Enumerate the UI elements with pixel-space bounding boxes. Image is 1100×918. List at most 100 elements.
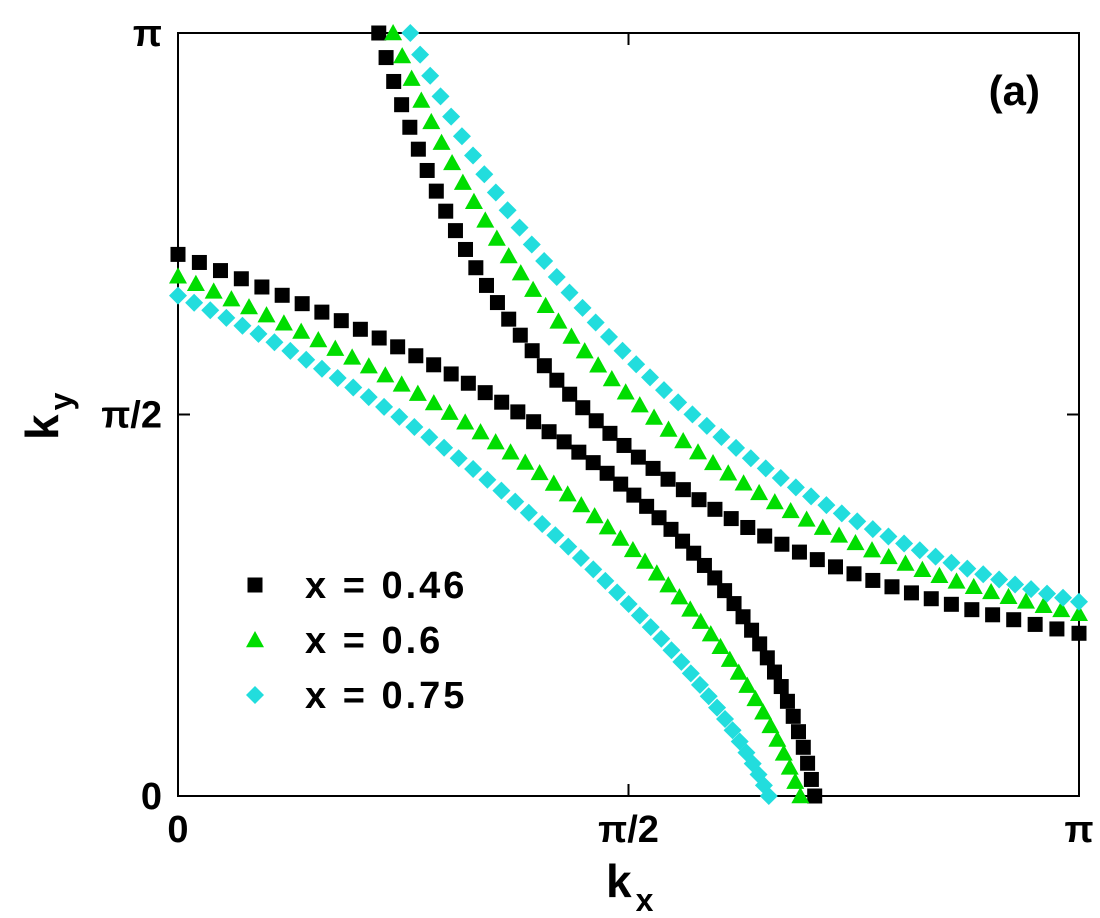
series-2-lower-point-31	[619, 594, 638, 613]
x-axis-label-main: k	[606, 855, 632, 907]
series-0-upper-point-36	[827, 559, 843, 575]
series-0-lower-point-27	[639, 498, 655, 514]
series-0-upper-point-46	[1027, 616, 1043, 632]
series-2-upper-point-40	[942, 553, 961, 572]
series-1-lower-point-1	[186, 274, 205, 291]
series-1-upper-point-7	[453, 173, 472, 190]
series-1-upper-point-10	[487, 229, 506, 246]
series-2-lower-point-19	[464, 459, 483, 478]
series-0-upper-point-15	[512, 327, 528, 343]
series-2-upper-point-11	[522, 235, 541, 254]
series-1-lower-point-37	[711, 637, 730, 655]
series-2-upper-point-39	[926, 547, 945, 566]
series-1-upper-point-29	[750, 483, 769, 501]
series-2-upper-point-48	[1070, 592, 1088, 611]
series-2-upper-point-37	[895, 534, 914, 553]
series-0-lower-point-6	[294, 296, 310, 312]
series-1-lower-point-17	[456, 413, 475, 430]
series-0-lower-point-16	[477, 385, 493, 401]
series-2-upper-point-8	[486, 183, 505, 202]
series-2-lower-point-32	[630, 606, 649, 625]
series-1-lower-point-28	[611, 529, 630, 546]
series-1-upper-point-17	[575, 342, 594, 359]
series-1-lower-point-29	[623, 540, 642, 558]
series-0-upper-point-24	[630, 449, 646, 465]
series-2-upper-point-16	[586, 313, 605, 332]
series-2-lower-point-25	[546, 526, 565, 545]
series-2-lower-point-20	[478, 470, 497, 489]
series-1-lower-point-6	[274, 314, 293, 331]
series-2-upper-point-41	[958, 559, 977, 578]
series-1-upper-point-42	[964, 577, 983, 595]
series-2-lower-point-13	[375, 397, 394, 416]
series-1-lower-point-20	[501, 443, 520, 460]
series-2-upper-point-47	[1054, 588, 1073, 607]
x-tick-label-0: 0	[167, 809, 188, 851]
series-2-upper-point-43	[990, 570, 1009, 589]
series-0-upper-point-29	[707, 501, 723, 517]
series-0-upper-point-34	[791, 544, 807, 560]
series-1-upper-point-18	[589, 356, 608, 373]
legend-label-0: x = 0.46	[305, 565, 467, 607]
series-2-upper-point-12	[535, 252, 554, 271]
series-1-upper-point-32	[797, 510, 816, 527]
series-0-lower-point-23	[585, 455, 601, 471]
y-tick-label-0: 0	[141, 776, 162, 818]
series-0-upper-point-27	[675, 482, 691, 498]
series-0-upper-point-21	[588, 413, 604, 429]
series-2-lower-point-41	[716, 710, 735, 729]
series-1-lower-point-43	[761, 716, 780, 734]
series-1-lower-point-23	[544, 474, 563, 491]
series-0-upper-point-41	[923, 591, 939, 607]
series-0-upper-point-31	[740, 519, 756, 535]
series-0-lower-point-32	[696, 557, 712, 573]
series-1-upper-point-33	[813, 518, 832, 535]
series-0-upper-point-25	[645, 460, 661, 476]
series-2-lower-point-22	[506, 492, 525, 511]
series-2-lower-point-29	[596, 571, 615, 590]
series-0-lower-point-30	[675, 533, 691, 549]
series-layer	[169, 24, 1088, 805]
series-1-lower-point-18	[471, 423, 490, 440]
series-2-lower-point-0	[169, 286, 187, 305]
series-2-lower-point-10	[328, 369, 347, 388]
series-1-upper-point-19	[602, 370, 621, 387]
series-2-upper-point-19	[627, 355, 646, 374]
series-0-lower-point-28	[651, 510, 667, 526]
series-1-upper-point-23	[659, 420, 678, 437]
series-2	[169, 24, 1088, 805]
series-2-lower-point-4	[233, 316, 252, 335]
series-2-upper-point-20	[641, 368, 660, 387]
series-0-upper-point-5	[410, 141, 426, 157]
series-0-upper-point-7	[428, 183, 444, 199]
legend: x = 0.46 x = 0.6 x = 0.75	[246, 565, 467, 717]
series-1-upper-point-39	[913, 560, 932, 577]
series-0-upper-point-3	[394, 97, 410, 113]
series-0-lower-point-25	[613, 476, 629, 492]
series-0-lower-point-46	[800, 755, 816, 771]
series-1-lower-point-16	[440, 403, 459, 420]
series-2-upper-point-5	[452, 127, 471, 146]
series-2-upper-point-31	[802, 487, 821, 506]
series-1-lower-point-7	[292, 322, 311, 339]
series-2-lower-point-14	[390, 407, 409, 426]
series-0-upper-point-28	[691, 492, 707, 508]
series-0-upper-point-30	[723, 511, 739, 527]
series-0-upper-point-37	[846, 566, 862, 582]
series-2-lower-point-40	[708, 698, 727, 717]
series-1-lower-point-25	[572, 496, 591, 513]
series-0-lower-point-47	[803, 771, 819, 787]
series-0-lower-point-22	[571, 444, 587, 460]
series-0-lower-point-14	[443, 366, 459, 382]
series-1-upper-point-0	[384, 24, 403, 41]
series-0-upper-point-23	[616, 437, 632, 453]
series-2-lower-point-27	[571, 548, 590, 567]
series-2-upper-point-17	[600, 327, 619, 346]
series-1-lower-point-41	[746, 689, 765, 707]
series-1-upper-point-3	[412, 91, 431, 108]
series-1-upper-point-36	[863, 541, 882, 558]
series-2-lower-point-24	[533, 514, 552, 533]
series-2-upper-point-7	[475, 165, 494, 184]
axis-ticks: 0 π/2 π 0 π/2 π	[101, 13, 1093, 851]
series-2-upper-point-38	[910, 541, 929, 560]
